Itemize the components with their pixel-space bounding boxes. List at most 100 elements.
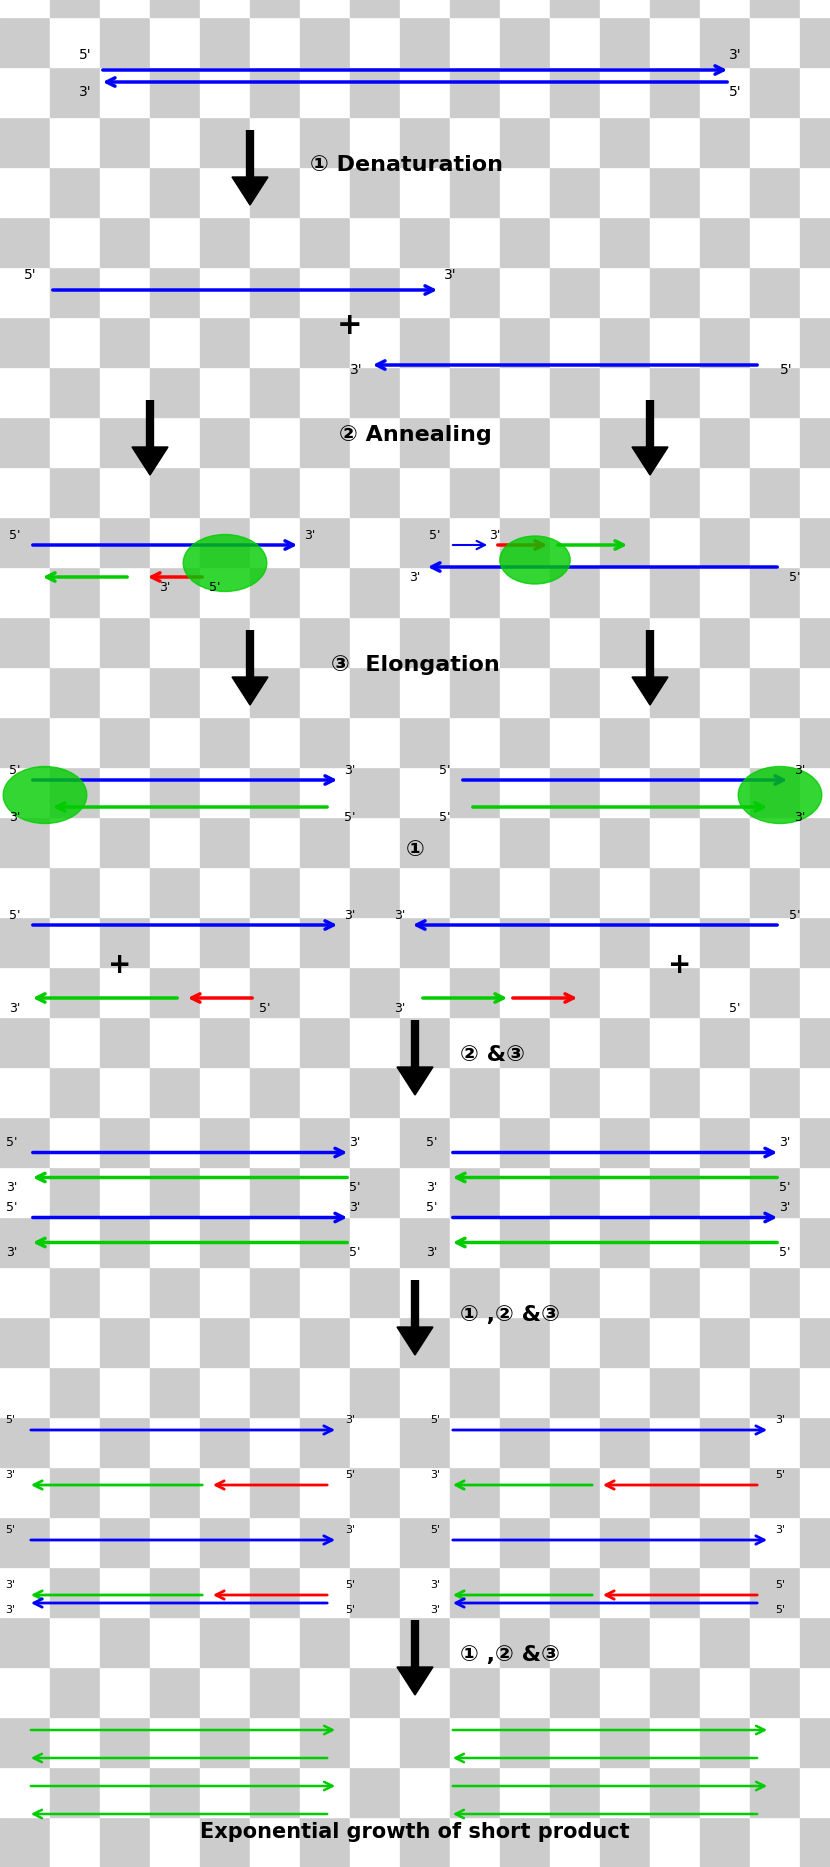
Bar: [250, 568, 300, 616]
Bar: [450, 967, 500, 1018]
Text: 3': 3': [430, 1579, 440, 1591]
Bar: [350, 667, 400, 717]
Bar: [250, 467, 300, 517]
Bar: [350, 416, 400, 467]
Bar: [800, 317, 830, 368]
Bar: [500, 1566, 550, 1617]
Bar: [700, 767, 750, 818]
Bar: [750, 1367, 800, 1417]
Bar: [550, 1367, 600, 1417]
Bar: [750, 368, 800, 416]
Bar: [650, 1566, 700, 1617]
Bar: [750, 467, 800, 517]
Bar: [450, 1617, 500, 1667]
Bar: [600, 1367, 650, 1417]
Bar: [250, 1068, 300, 1116]
Bar: [600, 1518, 650, 1566]
Ellipse shape: [738, 767, 822, 823]
Bar: [0, 467, 50, 517]
Bar: [200, 1667, 250, 1718]
Bar: [50, 866, 100, 917]
Bar: [150, 1467, 200, 1518]
Bar: [250, 717, 300, 767]
Bar: [650, 1316, 700, 1367]
Bar: [400, 1518, 450, 1566]
Text: 3': 3': [344, 764, 356, 777]
Bar: [650, 667, 700, 717]
Bar: [700, 1116, 750, 1167]
Bar: [400, 818, 450, 866]
Bar: [250, 1766, 300, 1817]
Text: 5': 5': [9, 909, 21, 922]
Bar: [200, 1268, 250, 1316]
Bar: [500, 1068, 550, 1116]
Bar: [250, 517, 300, 568]
Bar: [750, 217, 800, 267]
Bar: [800, 866, 830, 917]
Bar: [300, 767, 350, 818]
Bar: [750, 166, 800, 217]
Bar: [300, 1068, 350, 1116]
Bar: [600, 317, 650, 368]
Bar: [800, 217, 830, 267]
Bar: [700, 467, 750, 517]
Bar: [650, 967, 700, 1018]
Bar: [450, 217, 500, 267]
Bar: [150, 818, 200, 866]
Bar: [250, 818, 300, 866]
Bar: [800, 17, 830, 67]
Bar: [350, 217, 400, 267]
Bar: [50, 1268, 100, 1316]
Bar: [750, 1217, 800, 1268]
Bar: [200, 866, 250, 917]
Bar: [150, 267, 200, 317]
Bar: [450, 1167, 500, 1217]
Bar: [350, 717, 400, 767]
Bar: [300, 917, 350, 967]
Bar: [300, 166, 350, 217]
Bar: [350, 866, 400, 917]
Bar: [400, 866, 450, 917]
Bar: [550, 267, 600, 317]
Bar: [300, 667, 350, 717]
Bar: [200, 1518, 250, 1566]
Bar: [0, 517, 50, 568]
Bar: [800, 1217, 830, 1268]
Bar: [200, 267, 250, 317]
Bar: [750, 1667, 800, 1718]
Bar: [250, 1817, 300, 1867]
Bar: [550, 1018, 600, 1068]
Bar: [600, 1467, 650, 1518]
Text: 5': 5': [209, 581, 221, 594]
Bar: [250, 1417, 300, 1467]
Bar: [200, 67, 250, 118]
Text: 3': 3': [345, 1415, 355, 1425]
Bar: [200, 568, 250, 616]
Bar: [450, 118, 500, 166]
Bar: [450, 568, 500, 616]
Bar: [50, 1018, 100, 1068]
Bar: [700, 1718, 750, 1766]
Bar: [800, 1566, 830, 1617]
Bar: [600, 1217, 650, 1268]
Bar: [50, 1417, 100, 1467]
Bar: [800, 1316, 830, 1367]
Bar: [50, 267, 100, 317]
Bar: [750, 1167, 800, 1217]
Bar: [100, 1217, 150, 1268]
Bar: [700, 166, 750, 217]
Bar: [400, 368, 450, 416]
Bar: [200, 1116, 250, 1167]
Bar: [600, 667, 650, 717]
Bar: [650, 0, 700, 17]
Bar: [700, 1817, 750, 1867]
Text: 5': 5': [775, 1469, 785, 1481]
Bar: [0, 1518, 50, 1566]
Bar: [450, 917, 500, 967]
Bar: [100, 368, 150, 416]
Bar: [600, 1268, 650, 1316]
Bar: [450, 767, 500, 818]
Bar: [300, 818, 350, 866]
Bar: [50, 1718, 100, 1766]
Text: 3': 3': [444, 269, 456, 282]
